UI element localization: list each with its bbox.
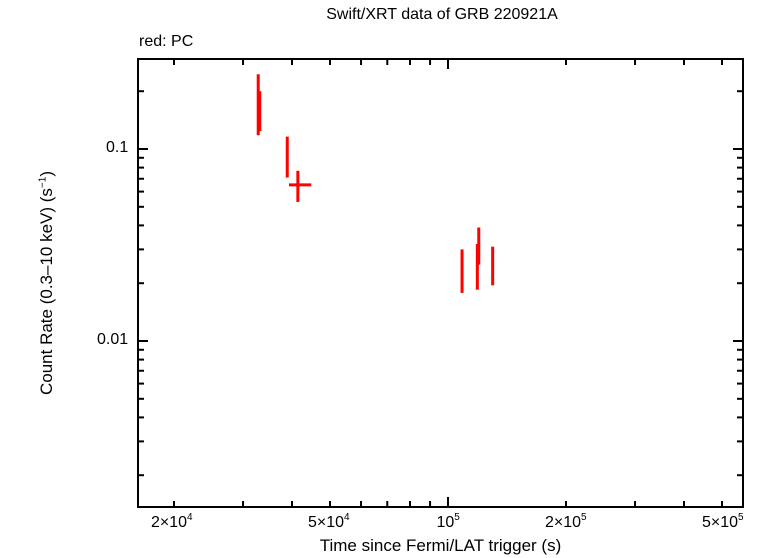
x-tick-label: 2×104 — [151, 512, 193, 531]
x-tick-label: 5×104 — [308, 512, 350, 531]
x-tick-label: 105 — [436, 512, 460, 531]
y-axis-label-sup: −1 — [37, 176, 49, 189]
y-tick-label: 0.01 — [97, 331, 129, 348]
x-axis-label: Time since Fermi/LAT trigger (s) — [319, 536, 562, 555]
y-tick-label: 0.1 — [106, 139, 129, 156]
plot-frame — [137, 58, 744, 508]
y-axis-label-main: Count Rate (0.3–10 keV) (s — [37, 188, 56, 396]
chart-title: Swift/XRT data of GRB 220921A — [326, 6, 558, 23]
y-axis-label-end: ) — [37, 170, 56, 177]
x-tick-label: 2×105 — [545, 512, 587, 531]
legend-note: red: PC — [139, 33, 194, 50]
y-axis-label: Count Rate (0.3–10 keV) (s−1) — [37, 171, 57, 395]
x-tick-label: 5×105 — [702, 512, 744, 531]
